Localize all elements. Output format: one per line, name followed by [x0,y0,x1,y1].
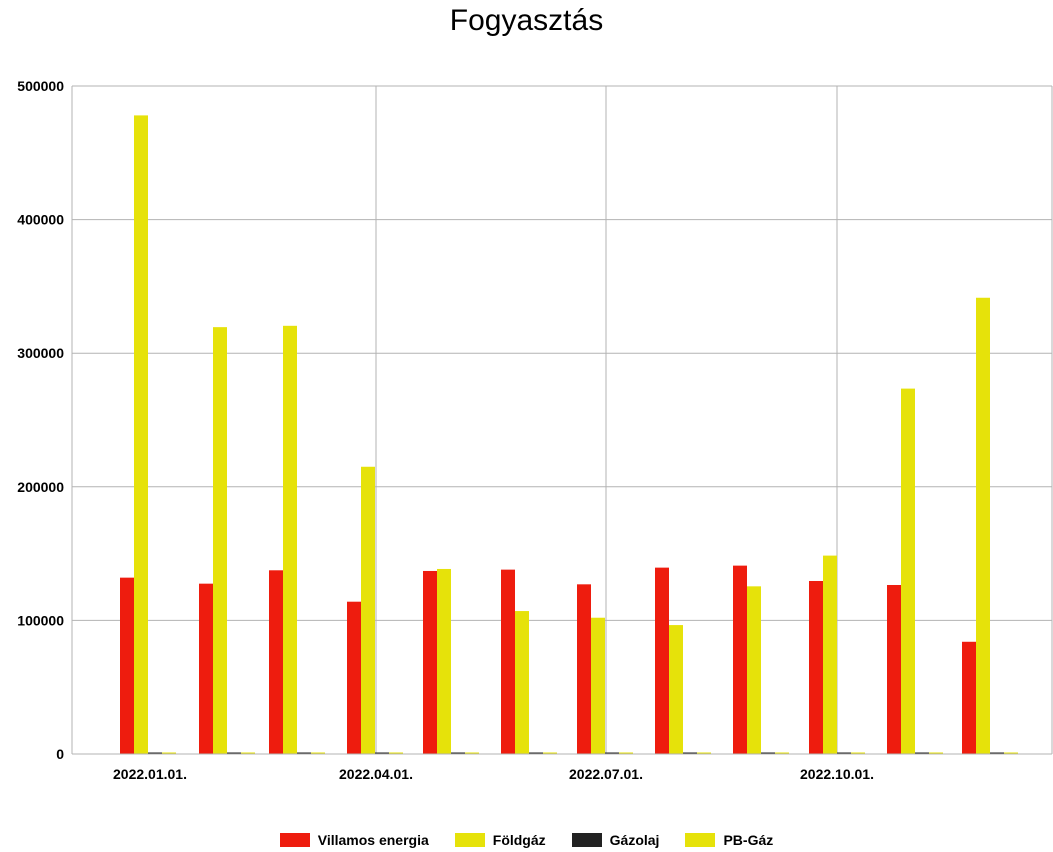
bar-g-zolaj [683,752,697,754]
bar-villamos-energia [423,570,437,754]
bar-pb-g-z [619,752,633,754]
y-tick-label: 100000 [17,612,64,628]
bar-villamos-energia [577,584,591,754]
legend-swatch [454,833,485,847]
x-tick-label: 2022.01.01. [113,766,187,782]
x-tick-label: 2022.07.01. [569,766,643,782]
bar-f-ldg-z [134,115,148,755]
bar-pb-g-z [311,752,325,754]
legend-item: Villamos energia [279,832,429,848]
bar-villamos-energia [962,641,976,754]
axes [71,86,1052,755]
bar-g-zolaj [375,752,389,754]
bar-f-ldg-z [437,568,451,754]
x-tick-label: 2022.10.01. [800,766,874,782]
bar-villamos-energia [120,577,134,754]
bar-pb-g-z [929,752,943,754]
bar-villamos-energia [199,583,213,754]
bar-villamos-energia [809,580,823,754]
bar-f-ldg-z [976,297,990,754]
bar-f-ldg-z [591,617,605,754]
x-tick-labels: 2022.01.01. 2022.04.01. 2022.07.01. 2022.10… [113,766,874,782]
bar-pb-g-z [241,752,255,754]
legend-item: Gázolaj [571,832,660,848]
bar-g-zolaj [605,752,619,754]
bar-villamos-energia [733,565,747,754]
x-tick-label: 2022.04.01. [339,766,413,782]
bar-pb-g-z [389,752,403,754]
bar-pb-g-z [851,752,865,754]
bar-pb-g-z [543,752,557,754]
y-tick-label: 0 [56,746,64,762]
legend-swatch [279,833,310,847]
bar-pb-g-z [465,752,479,754]
legend-label: Földgáz [492,832,546,848]
y-tick-label: 500000 [17,78,64,94]
legend: Villamos energia Földgáz Gázolaj PB-Gáz [0,832,1053,848]
legend-label: PB-Gáz [723,832,774,848]
bar-pb-g-z [697,752,711,754]
y-tick-label: 200000 [17,479,64,495]
bar-g-zolaj [451,752,465,754]
bar-villamos-energia [655,567,669,754]
bar-f-ldg-z [213,327,227,754]
bar-f-ldg-z [901,388,915,754]
legend-label: Villamos energia [317,832,429,848]
bar-f-ldg-z [515,611,529,754]
bar-g-zolaj [148,752,162,754]
bar-villamos-energia [887,584,901,754]
bar-villamos-energia [269,570,283,754]
bars [120,115,1018,755]
legend-swatch [685,833,716,847]
y-tick-label: 300000 [17,345,64,361]
bar-g-zolaj [227,752,241,754]
bar-g-zolaj [837,752,851,754]
bar-g-zolaj [915,752,929,754]
bar-f-ldg-z [283,325,297,754]
bar-f-ldg-z [361,466,375,754]
bar-g-zolaj [297,752,311,754]
legend-swatch [571,833,602,847]
legend-item: Földgáz [454,832,546,848]
bar-villamos-energia [347,601,361,754]
bar-g-zolaj [761,752,775,754]
bar-f-ldg-z [823,555,837,754]
y-tick-labels: 0 100000 200000 300000 400000 500000 [17,78,64,762]
bar-pb-g-z [162,752,176,754]
bar-g-zolaj [990,752,1004,754]
bar-f-ldg-z [747,586,761,754]
bar-pb-g-z [775,752,789,754]
bar-f-ldg-z [669,625,683,754]
legend-item: PB-Gáz [685,832,773,848]
bar-g-zolaj [529,752,543,754]
bar-villamos-energia [501,569,515,754]
bar-pb-g-z [1004,752,1018,754]
y-tick-label: 400000 [17,212,64,228]
chart-title: Fogyasztás [449,4,604,37]
legend-label: Gázolaj [609,832,660,848]
